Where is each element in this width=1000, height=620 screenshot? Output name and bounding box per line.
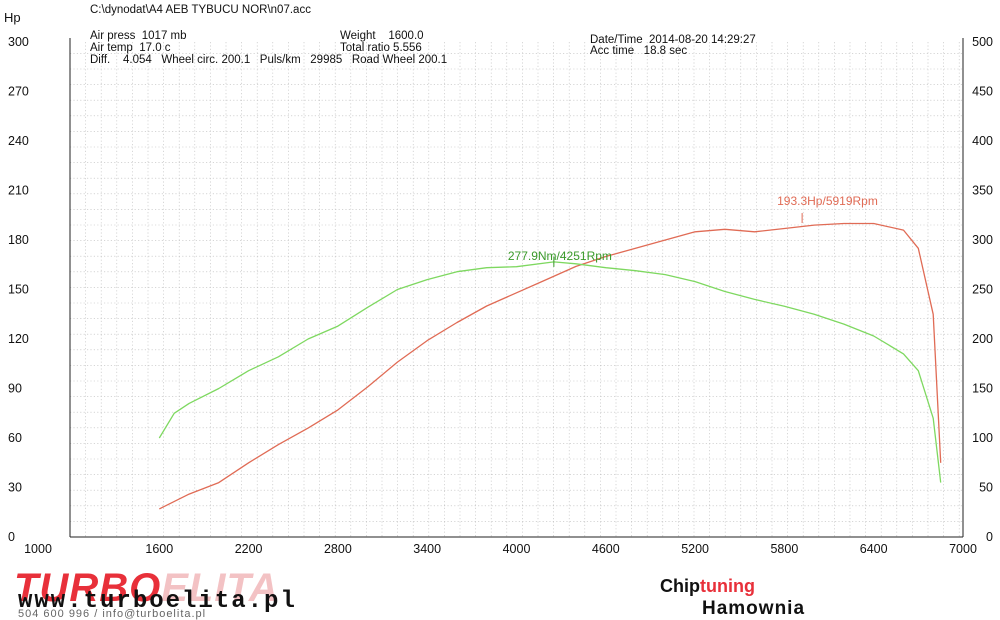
- hamownia-label: Hamownia: [702, 598, 806, 619]
- x-tick-label: 6400: [860, 542, 888, 556]
- power-curve: [159, 222, 942, 510]
- y-left-tick-label: 210: [8, 184, 29, 198]
- air-temp: Air temp 17.0 c: [90, 42, 171, 54]
- peak-torque-label: 277.9Nm/4251Rpm: [508, 249, 612, 263]
- tuning-text: tuning: [700, 576, 755, 596]
- chart-series: [158, 222, 942, 510]
- y-right-tick-label: 450: [972, 85, 993, 99]
- y-right-tick-label: 150: [972, 382, 993, 396]
- y-left-tick-label: 120: [8, 332, 29, 346]
- x-tick-label: 4600: [592, 542, 620, 556]
- x-tick-label: 4000: [503, 542, 531, 556]
- chart-grid: [69, 42, 963, 538]
- acc-time: Acc time 18.8 sec: [590, 45, 688, 57]
- y-left-tick-label: 180: [8, 233, 29, 247]
- x-tick-label: 3400: [413, 542, 441, 556]
- weight: Weight 1600.0: [340, 30, 424, 42]
- y-right-tick-label: 300: [972, 233, 993, 247]
- file-path: C:\dynodat\A4 AEB TYBUCU NOR\n07.acc: [90, 4, 311, 16]
- air-press: Air press 1017 mb: [90, 30, 187, 42]
- brand-elita: ELITA: [161, 566, 279, 610]
- y-right-tick-label: 250: [972, 283, 993, 297]
- dyno-chart: 1000 1600 2200 2800 3400 4000 4600 5200 5800 6400…: [4, 10, 993, 556]
- diff-line: Diff. 4.054 Wheel circ. 200.1 Puls/km 29…: [90, 54, 448, 66]
- y-left-tick-label: 30: [8, 481, 22, 495]
- total-ratio: Total ratio 5.556: [340, 42, 422, 54]
- turboelita-logo: TURBOELITA: [14, 566, 279, 611]
- y-left-tick-label: 240: [8, 134, 29, 148]
- chiptuning-logo: Chiptuning: [660, 576, 755, 597]
- datetime: Date/Time 2014-08-20 14:29:27: [590, 34, 756, 46]
- y-right-tick-label: 500: [972, 35, 993, 49]
- y-left-tick-label: 270: [8, 85, 29, 99]
- x-tick-label: 2800: [324, 542, 352, 556]
- footer-url: www.turboelita.pl: [18, 588, 297, 615]
- x-tick-label: 1000: [24, 542, 52, 556]
- y-right-tick-label: 100: [972, 431, 993, 445]
- y-right-tick-label: 0: [986, 530, 993, 544]
- brand-turbo: TURBO: [14, 566, 162, 610]
- x-tick-label: 7000: [949, 542, 977, 556]
- x-tick-label: 5800: [770, 542, 798, 556]
- chip-text: Chip: [660, 576, 700, 596]
- y-left-tick-label: 150: [8, 283, 29, 297]
- x-tick-label: 2200: [235, 542, 263, 556]
- y-left-tick-label: 90: [8, 382, 22, 396]
- y-left-tick-label: 300: [8, 35, 29, 49]
- footer-contact: 504 600 996 / info@turboelita.pl: [18, 608, 207, 620]
- y-left-tick-label: 0: [8, 530, 15, 544]
- chart-axes: [69, 38, 964, 538]
- x-tick-label: 5200: [681, 542, 709, 556]
- y-axis-left-label: Hp: [4, 10, 21, 25]
- chart-annotations: 193.3Hp/5919Rpm 277.9Nm/4251Rpm: [508, 194, 878, 267]
- peak-power-label: 193.3Hp/5919Rpm: [777, 194, 878, 208]
- y-right-tick-label: 200: [972, 332, 993, 346]
- y-right-tick-label: 50: [979, 481, 993, 495]
- y-right-tick-label: 350: [972, 184, 993, 198]
- y-right-tick-label: 400: [972, 134, 993, 148]
- chart-ticks: 1000 1600 2200 2800 3400 4000 4600 5200 5800 6400…: [8, 35, 993, 556]
- y-left-tick-label: 60: [8, 431, 22, 445]
- torque-curve: [158, 261, 942, 483]
- x-tick-label: 1600: [145, 542, 173, 556]
